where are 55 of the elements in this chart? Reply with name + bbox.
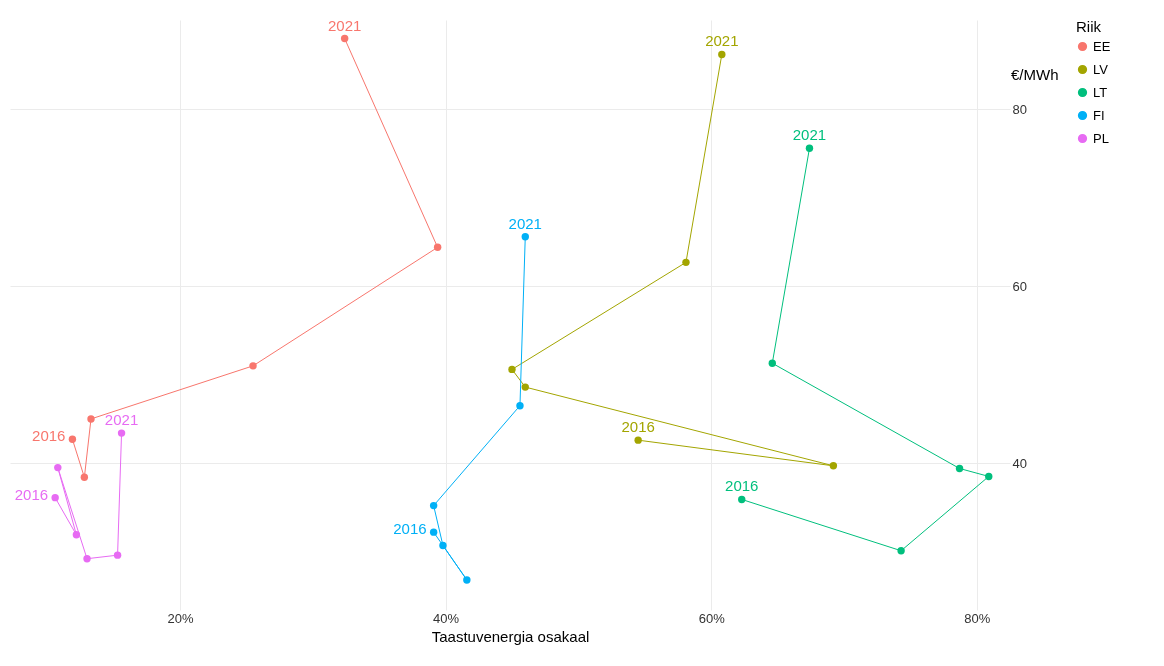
point — [521, 383, 529, 391]
x-tick-label: 40% — [433, 610, 460, 626]
point — [54, 463, 62, 472]
annotation: 2016 — [393, 520, 427, 538]
point — [439, 541, 447, 550]
point — [718, 50, 726, 59]
annotation: 2021 — [792, 126, 827, 144]
legend-title: Riik — [1076, 18, 1102, 35]
point — [51, 493, 59, 502]
point — [87, 415, 95, 423]
x-tick-label: 80% — [964, 610, 991, 626]
y-tick-label: 60 — [1012, 278, 1027, 294]
annotation: 2016 — [621, 418, 655, 436]
y-tick-label: 40 — [1012, 455, 1027, 471]
legend-label: FI — [1093, 107, 1105, 123]
point — [429, 528, 438, 536]
point — [429, 501, 438, 510]
point — [433, 243, 442, 252]
point — [83, 554, 91, 563]
y-tick-label: 80 — [1012, 101, 1027, 117]
point — [249, 362, 257, 370]
annotation: 2016 — [32, 427, 66, 445]
point — [463, 576, 471, 584]
y-axis-title: €/MWh — [1010, 65, 1059, 83]
point — [805, 144, 814, 152]
point — [829, 462, 838, 470]
x-axis-title: Taastuvenergia osakaal — [431, 627, 590, 645]
x-tick-label: 20% — [167, 610, 194, 626]
point — [117, 429, 126, 437]
point — [634, 436, 642, 444]
point — [985, 472, 993, 481]
legend-label: PL — [1093, 130, 1109, 146]
annotation: 2021 — [508, 214, 542, 232]
point — [68, 435, 77, 443]
annotation: 2016 — [725, 477, 759, 495]
point — [508, 365, 516, 374]
point — [768, 359, 776, 367]
annotation: 2021 — [104, 411, 139, 429]
annotation: 2016 — [14, 485, 49, 503]
x-tick-label: 60% — [698, 610, 726, 626]
legend-label: LV — [1093, 61, 1109, 77]
point — [516, 401, 524, 410]
point — [897, 547, 905, 555]
legend-label: EE — [1093, 38, 1111, 54]
point — [80, 473, 89, 482]
point — [113, 551, 122, 559]
point — [682, 258, 690, 267]
point — [72, 531, 81, 539]
point — [955, 464, 964, 473]
point — [521, 233, 529, 241]
point — [340, 34, 349, 43]
annotation: 2021 — [327, 16, 362, 34]
annotation: 2021 — [705, 32, 739, 50]
legend-label: LT — [1093, 84, 1108, 100]
point — [738, 495, 746, 504]
